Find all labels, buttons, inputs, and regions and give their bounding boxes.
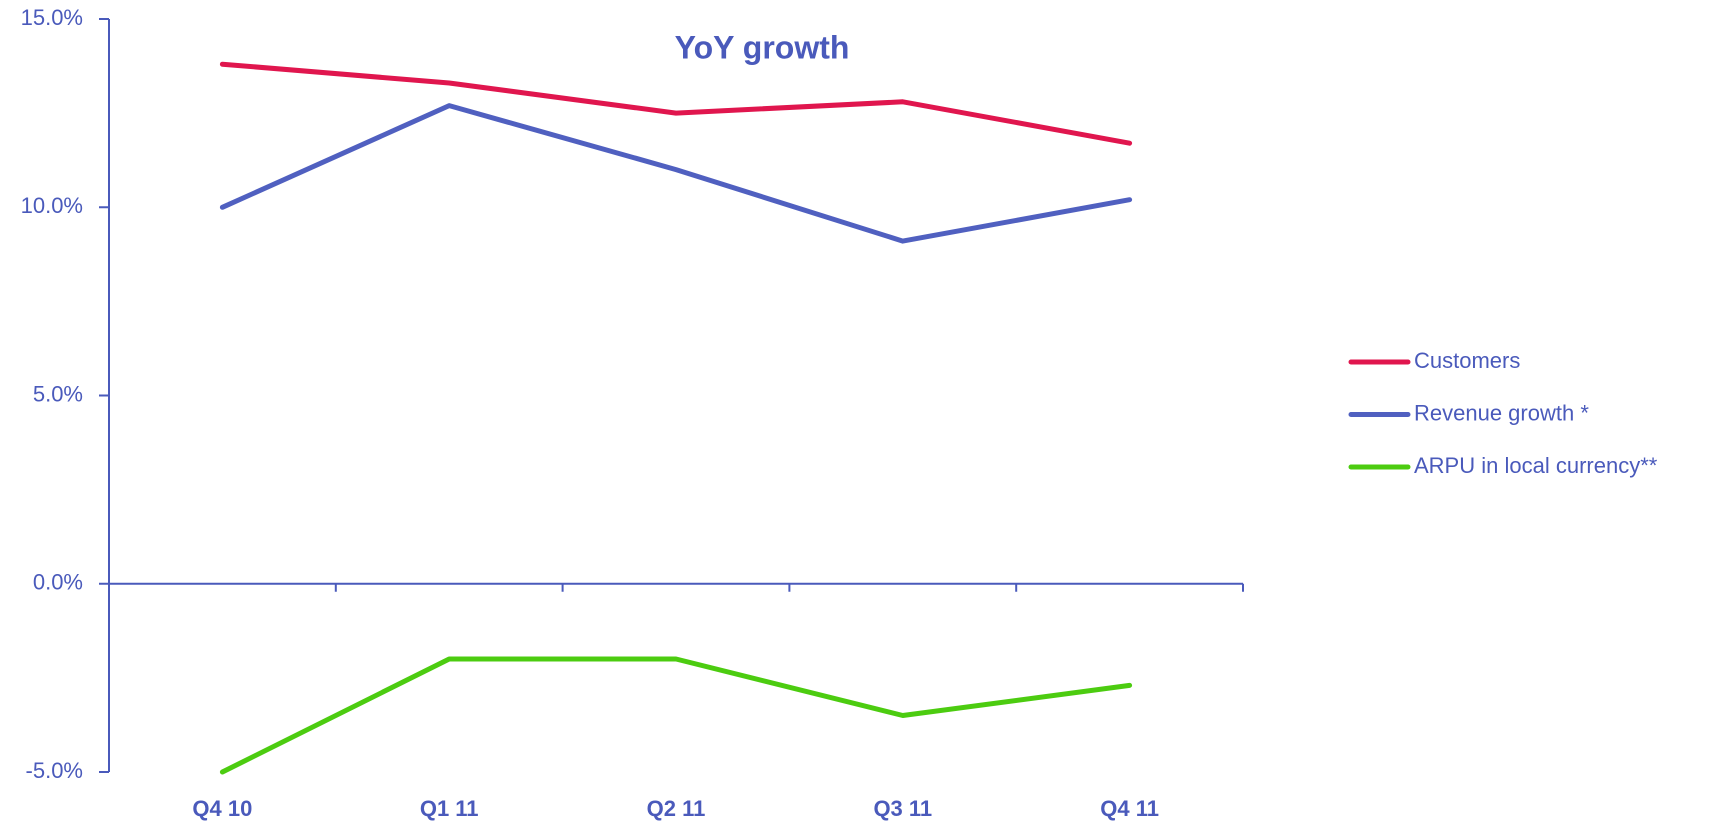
y-tick-label: 10.0% [21,193,83,218]
line-series [219,656,1133,775]
y-tick-label: -5.0% [26,758,83,783]
y-tick-label: 0.0% [33,570,83,595]
x-tick-label: Q1 11 [420,796,479,821]
y-tick-label: 5.0% [33,381,83,406]
x-tick-label: Q3 11 [873,796,932,821]
legend-label: Revenue growth * [1414,400,1589,425]
x-tick-label: Q4 10 [192,796,252,821]
y-tick-label: 15.0% [21,5,83,30]
legend-label: ARPU in local currency** [1414,453,1658,478]
x-tick-label: Q4 11 [1100,796,1159,821]
line-series [219,103,1133,244]
x-tick-label: Q2 11 [647,796,706,821]
legend-label: Customers [1414,348,1520,373]
chart-title: YoY growth [675,29,850,65]
line-series [219,61,1133,146]
